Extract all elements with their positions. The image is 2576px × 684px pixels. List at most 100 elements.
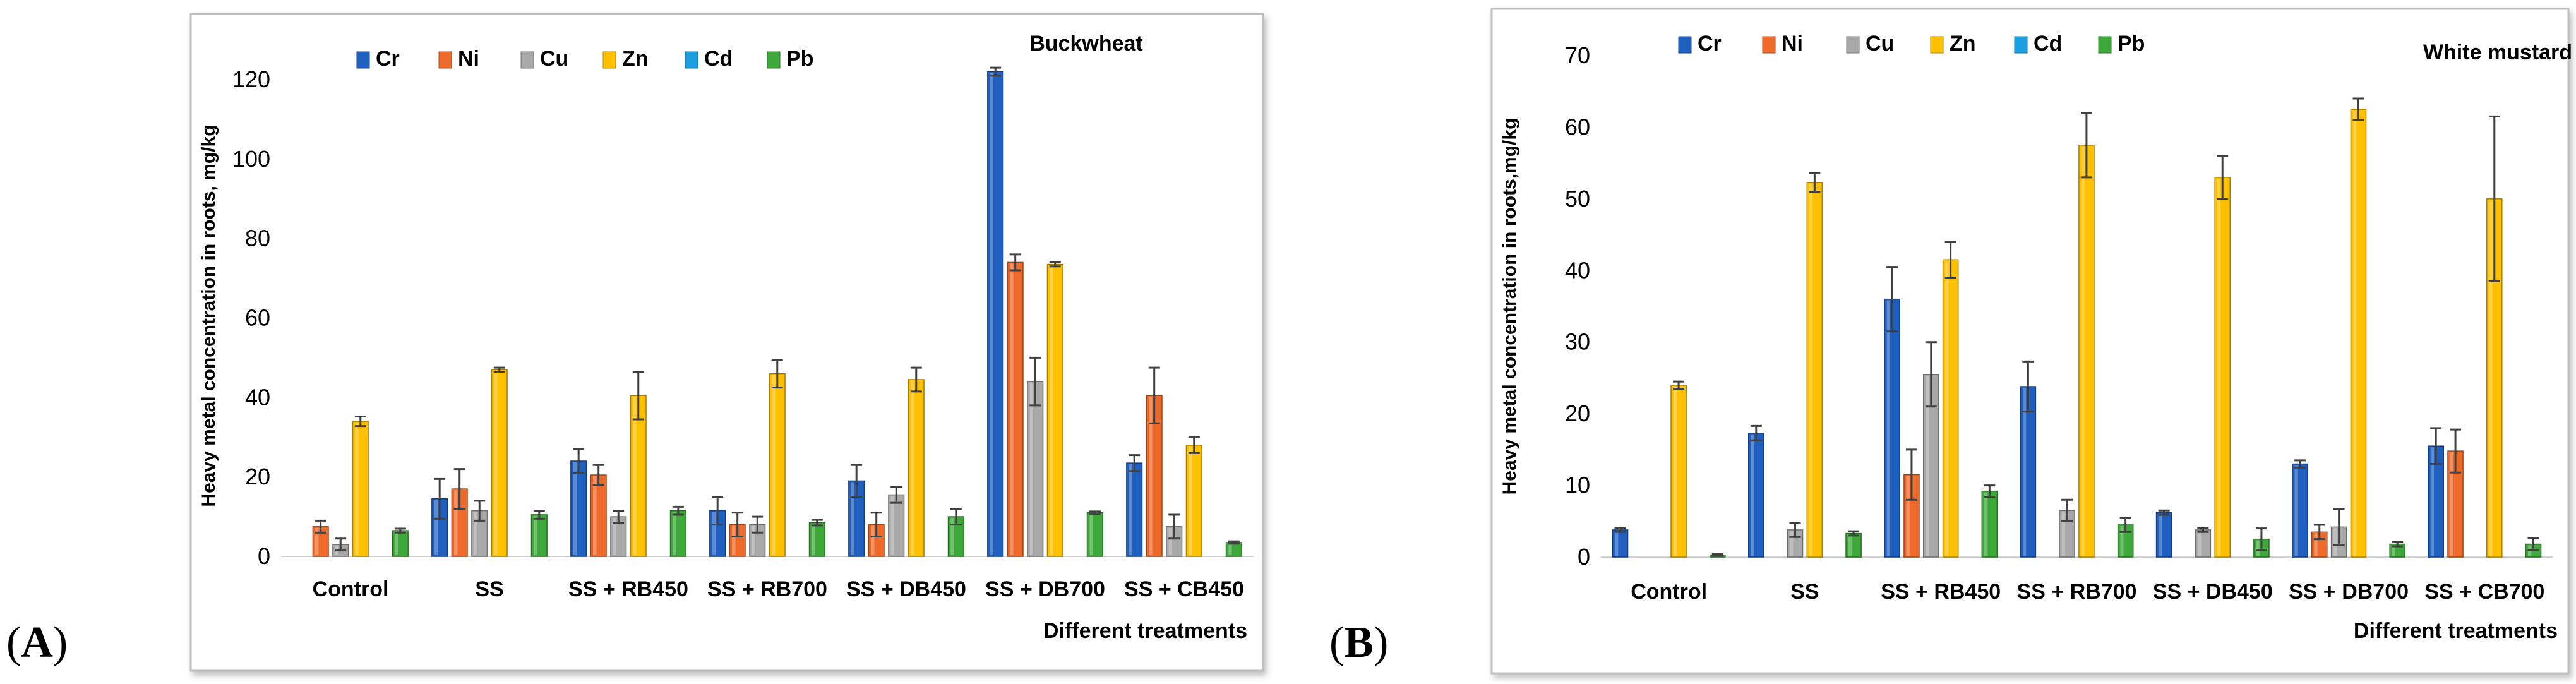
bar-highlight	[355, 423, 359, 555]
chart-frame-b	[1490, 8, 2570, 675]
bar-highlight	[474, 512, 478, 555]
legend-label-cr: Cr	[1698, 32, 1722, 56]
bar-cr	[1612, 529, 1629, 558]
bar-zn	[1046, 263, 1063, 557]
category-label: Control	[313, 577, 389, 601]
bar-ni	[590, 474, 607, 557]
legend-label-ni: Ni	[1782, 32, 1803, 56]
y-tick-label: 70	[1565, 42, 1590, 68]
bar-highlight	[1984, 492, 1988, 556]
bar-highlight	[1149, 397, 1153, 555]
legend-swatch-ni	[1762, 36, 1776, 54]
bar-highlight	[890, 496, 895, 555]
chart-frame-a	[189, 13, 1264, 672]
y-tick-label: 0	[1578, 544, 1590, 570]
bar-pb	[808, 522, 825, 557]
bar-pb	[669, 510, 686, 557]
bar-cr	[1748, 433, 1764, 558]
bar-zn	[908, 379, 925, 557]
panel-a: (A) 0 20 40 60 80 100 120 Heavy metal concentra…	[6, 13, 1264, 672]
bar-highlight	[1751, 434, 1754, 556]
legend-label-pb: Pb	[786, 47, 813, 71]
bar-highlight	[1228, 543, 1232, 555]
bar-highlight	[812, 524, 815, 555]
bar-highlight	[315, 527, 319, 555]
x-axis-label: Different treatments	[1043, 619, 1247, 643]
bar-highlight	[494, 371, 498, 555]
legend-swatch-pb	[2098, 36, 2112, 54]
bar-highlight	[1673, 386, 1677, 556]
category-label: SS	[1790, 580, 1819, 604]
bar-highlight	[593, 476, 597, 555]
y-tick-label: 0	[258, 543, 270, 569]
bar-highlight	[2120, 525, 2124, 556]
bar-highlight	[1848, 534, 1852, 556]
chart-title: White mustard	[2423, 40, 2572, 64]
bar-highlight	[2333, 528, 2337, 556]
bar-ni	[1007, 261, 1024, 557]
bar-zn	[2078, 145, 2095, 558]
category-label: SS + CB450	[1124, 577, 1244, 601]
bar-zn	[491, 369, 508, 557]
bar-cu	[1027, 381, 1044, 557]
bar-pb	[1086, 512, 1103, 557]
bar-highlight	[911, 381, 914, 555]
legend-swatch-zn	[1930, 36, 1944, 54]
bar-highlight	[1189, 446, 1192, 555]
legend-label-pb: Pb	[2118, 32, 2145, 56]
chart-title: Buckwheat	[1029, 32, 1143, 56]
y-axis-label: Heavy metal concentration in roots, mg/k…	[198, 124, 219, 507]
bar-highlight	[712, 512, 716, 555]
category-label: SS + DB700	[2289, 580, 2409, 604]
legend-label-cd: Cd	[704, 47, 733, 71]
bar-highlight	[2314, 533, 2318, 556]
bar-highlight	[2217, 178, 2221, 556]
legend-label-ni: Ni	[458, 47, 479, 71]
chart-white-mustard: 0 10 20 30 40 50 60 70 Heavy metal concentration…	[1499, 32, 2572, 643]
category-label: SS + RB700	[2017, 580, 2137, 604]
bar-highlight	[2081, 146, 2085, 556]
bar-highlight	[1945, 261, 1949, 556]
bar-cu	[2195, 529, 2212, 558]
bar-highlight	[1129, 464, 1132, 555]
bar-highlight	[573, 462, 577, 555]
bar-highlight	[1615, 531, 1619, 556]
category-label: SS + RB700	[707, 577, 827, 601]
bar-highlight	[871, 525, 875, 555]
legend-swatch-zn	[602, 51, 616, 69]
bar-highlight	[1050, 265, 1053, 555]
panel-label-a: (A)	[6, 618, 68, 667]
chart-buckwheat: 0 20 40 60 80 100 120 Heavy metal concentration…	[198, 32, 1254, 643]
bar-zn	[2350, 109, 2367, 558]
y-tick-label: 60	[1565, 114, 1590, 140]
category-label: SS + RB450	[568, 577, 688, 601]
bar-cu	[888, 494, 905, 557]
legend-swatch-cr	[356, 51, 370, 69]
legend-swatch-ni	[438, 51, 452, 69]
y-axis-label: Heavy metal concentration in roots,mg/kg	[1499, 118, 1520, 495]
legend-swatch-cd	[685, 51, 698, 69]
bar-cr	[2020, 386, 2037, 558]
legend-swatch-cd	[2014, 36, 2028, 54]
bar-highlight	[851, 482, 854, 555]
bar-highlight	[395, 532, 398, 555]
bar-highlight	[1926, 375, 1929, 556]
bar-pb	[392, 530, 409, 557]
bar-highlight	[2061, 512, 2065, 556]
legend-swatch-cu	[520, 51, 534, 69]
bar-cr	[1884, 298, 1900, 558]
bar-highlight	[2430, 447, 2435, 556]
bar-highlight	[2159, 513, 2162, 556]
bar-pb	[1845, 532, 1862, 558]
bar-highlight	[613, 518, 617, 555]
legend-label-cu: Cu	[540, 47, 568, 71]
bar-highlight	[2294, 465, 2298, 556]
y-tick-label: 80	[245, 225, 270, 251]
category-label: SS + RB450	[1881, 580, 2001, 604]
bar-highlight	[752, 525, 756, 555]
bar-pb	[530, 514, 548, 557]
bar-cr	[2155, 512, 2172, 558]
bar-highlight	[1029, 383, 1034, 555]
bar-highlight	[2489, 200, 2493, 556]
